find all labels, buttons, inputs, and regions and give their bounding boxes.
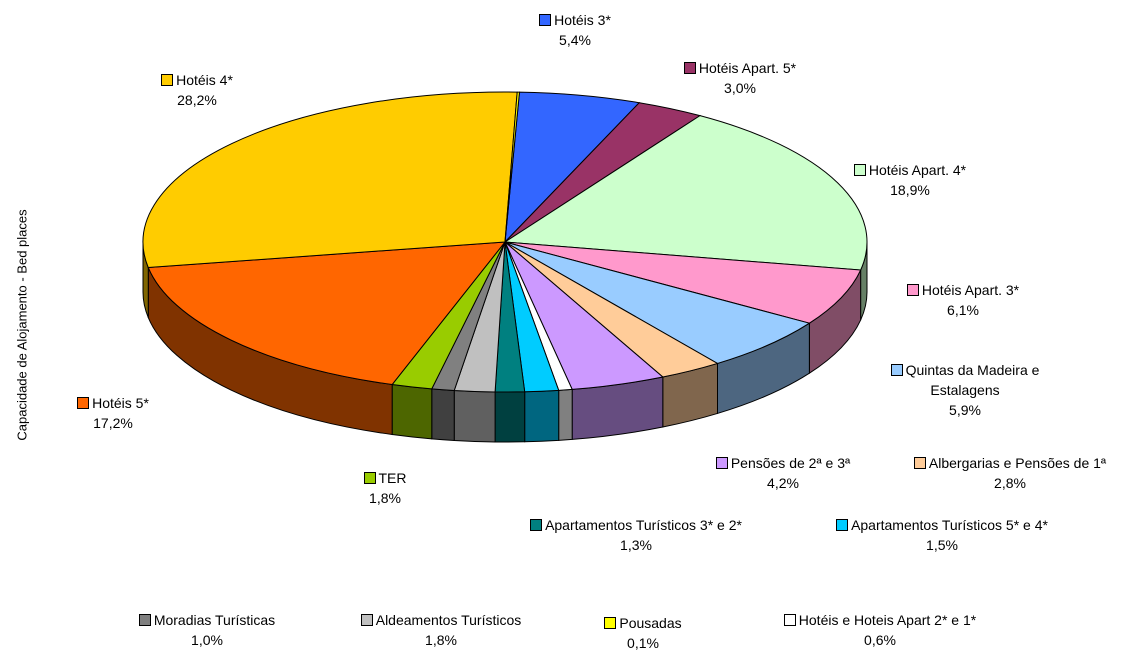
slice-label: Apartamentos Turísticos 5* e 4* 1,5% — [792, 515, 1092, 555]
legend-swatch — [853, 164, 866, 176]
legend-swatch — [783, 614, 796, 626]
legend-swatch — [77, 397, 90, 409]
value-label: 1,8% — [425, 632, 457, 648]
category-name: Apartamentos Turísticos 3* e 2* — [545, 517, 742, 533]
slice-label: Pousadas 0,1% — [543, 613, 743, 650]
value-label: 1,5% — [926, 537, 958, 553]
slice-side — [453, 389, 496, 443]
slice-side — [558, 388, 573, 441]
slice — [142, 91, 518, 269]
slice-label: Aldeamentos Turísticos 1,8% — [291, 610, 591, 650]
category-name: Hotéis Apart. 4* — [868, 162, 967, 178]
value-label: 28,2% — [177, 92, 217, 108]
category-name: Moradias Turísticas — [153, 612, 276, 628]
legend-swatch — [715, 457, 728, 469]
category-name: Hotéis Apart. 3* — [921, 282, 1020, 298]
legend-swatch — [360, 614, 373, 626]
value-label: 6,1% — [947, 302, 979, 318]
category-name: Pensões de 2ª e 3ª — [730, 455, 851, 471]
category-name: Pousadas — [619, 615, 682, 631]
slice-side — [391, 383, 433, 440]
value-label: 1,0% — [191, 632, 223, 648]
legend-swatch — [363, 472, 376, 484]
slice-label: Albergarias e Pensões de 1ª 2,8% — [860, 453, 1130, 493]
slice-label: Hotéis Apart. 5* 3,0% — [590, 58, 890, 98]
category-name: TER — [378, 470, 407, 486]
legend-swatch — [604, 617, 617, 629]
slice — [504, 91, 521, 243]
value-label: 17,2% — [93, 415, 133, 431]
slice-label: Hotéis 3* 5,4% — [425, 10, 725, 50]
value-label: 5,9% — [949, 402, 981, 418]
legend-swatch — [161, 74, 174, 86]
slice — [147, 241, 507, 386]
legend-swatch — [539, 14, 552, 26]
value-label: 0,1% — [627, 635, 659, 650]
value-label: 2,8% — [994, 475, 1026, 491]
slice-side — [431, 388, 455, 442]
slice-label: Hotéis 5* 17,2% — [13, 393, 213, 433]
slice — [504, 241, 862, 324]
slice-label: Quintas da Madeira e Estalagens 5,9% — [870, 360, 1060, 420]
value-label: 1,8% — [369, 490, 401, 506]
slice-label: Apartamentos Turísticos 3* e 2* 1,3% — [486, 515, 786, 555]
legend-swatch — [890, 364, 903, 376]
value-label: 0,6% — [864, 632, 896, 648]
slice-label: Hotéis 4* 28,2% — [97, 70, 297, 110]
category-name: Quintas da Madeira e Estalagens — [905, 362, 1040, 398]
legend-swatch — [913, 457, 926, 469]
category-name: Hotéis 5* — [92, 395, 149, 411]
slice-side — [524, 389, 560, 443]
category-name: Hotéis 3* — [554, 12, 611, 28]
category-name: Albergarias e Pensões de 1ª — [928, 455, 1107, 471]
slice — [504, 241, 811, 364]
slice-label: Pensões de 2ª e 3ª 4,2% — [633, 453, 933, 493]
slice-label: Hotéis Apart. 4* 18,9% — [760, 160, 1060, 200]
category-name: Apartamentos Turísticos 5* e 4* — [851, 517, 1048, 533]
category-name: Hotéis Apart. 5* — [698, 60, 797, 76]
value-label: 3,0% — [724, 80, 756, 96]
legend-swatch — [138, 614, 151, 626]
slice-label: Moradias Turísticas 1,0% — [57, 610, 357, 650]
legend-swatch — [683, 62, 696, 74]
category-name: Hotéis 4* — [176, 72, 233, 88]
slice-side — [494, 391, 526, 443]
value-label: 1,3% — [620, 537, 652, 553]
slice-label: TER 1,8% — [285, 468, 485, 508]
slice-label: Hotéis Apart. 3* 6,1% — [813, 280, 1113, 320]
legend-swatch — [906, 284, 919, 296]
category-name: Aldeamentos Turísticos — [375, 612, 522, 628]
legend-swatch — [836, 519, 849, 531]
slice-label: Hotéis e Hoteis Apart 2* e 1* 0,6% — [730, 610, 1030, 650]
value-label: 5,4% — [559, 32, 591, 48]
value-label: 4,2% — [767, 475, 799, 491]
slice — [503, 115, 868, 271]
value-label: 18,9% — [890, 182, 930, 198]
legend-swatch — [530, 519, 543, 531]
category-name: Hotéis e Hoteis Apart 2* e 1* — [798, 612, 977, 628]
